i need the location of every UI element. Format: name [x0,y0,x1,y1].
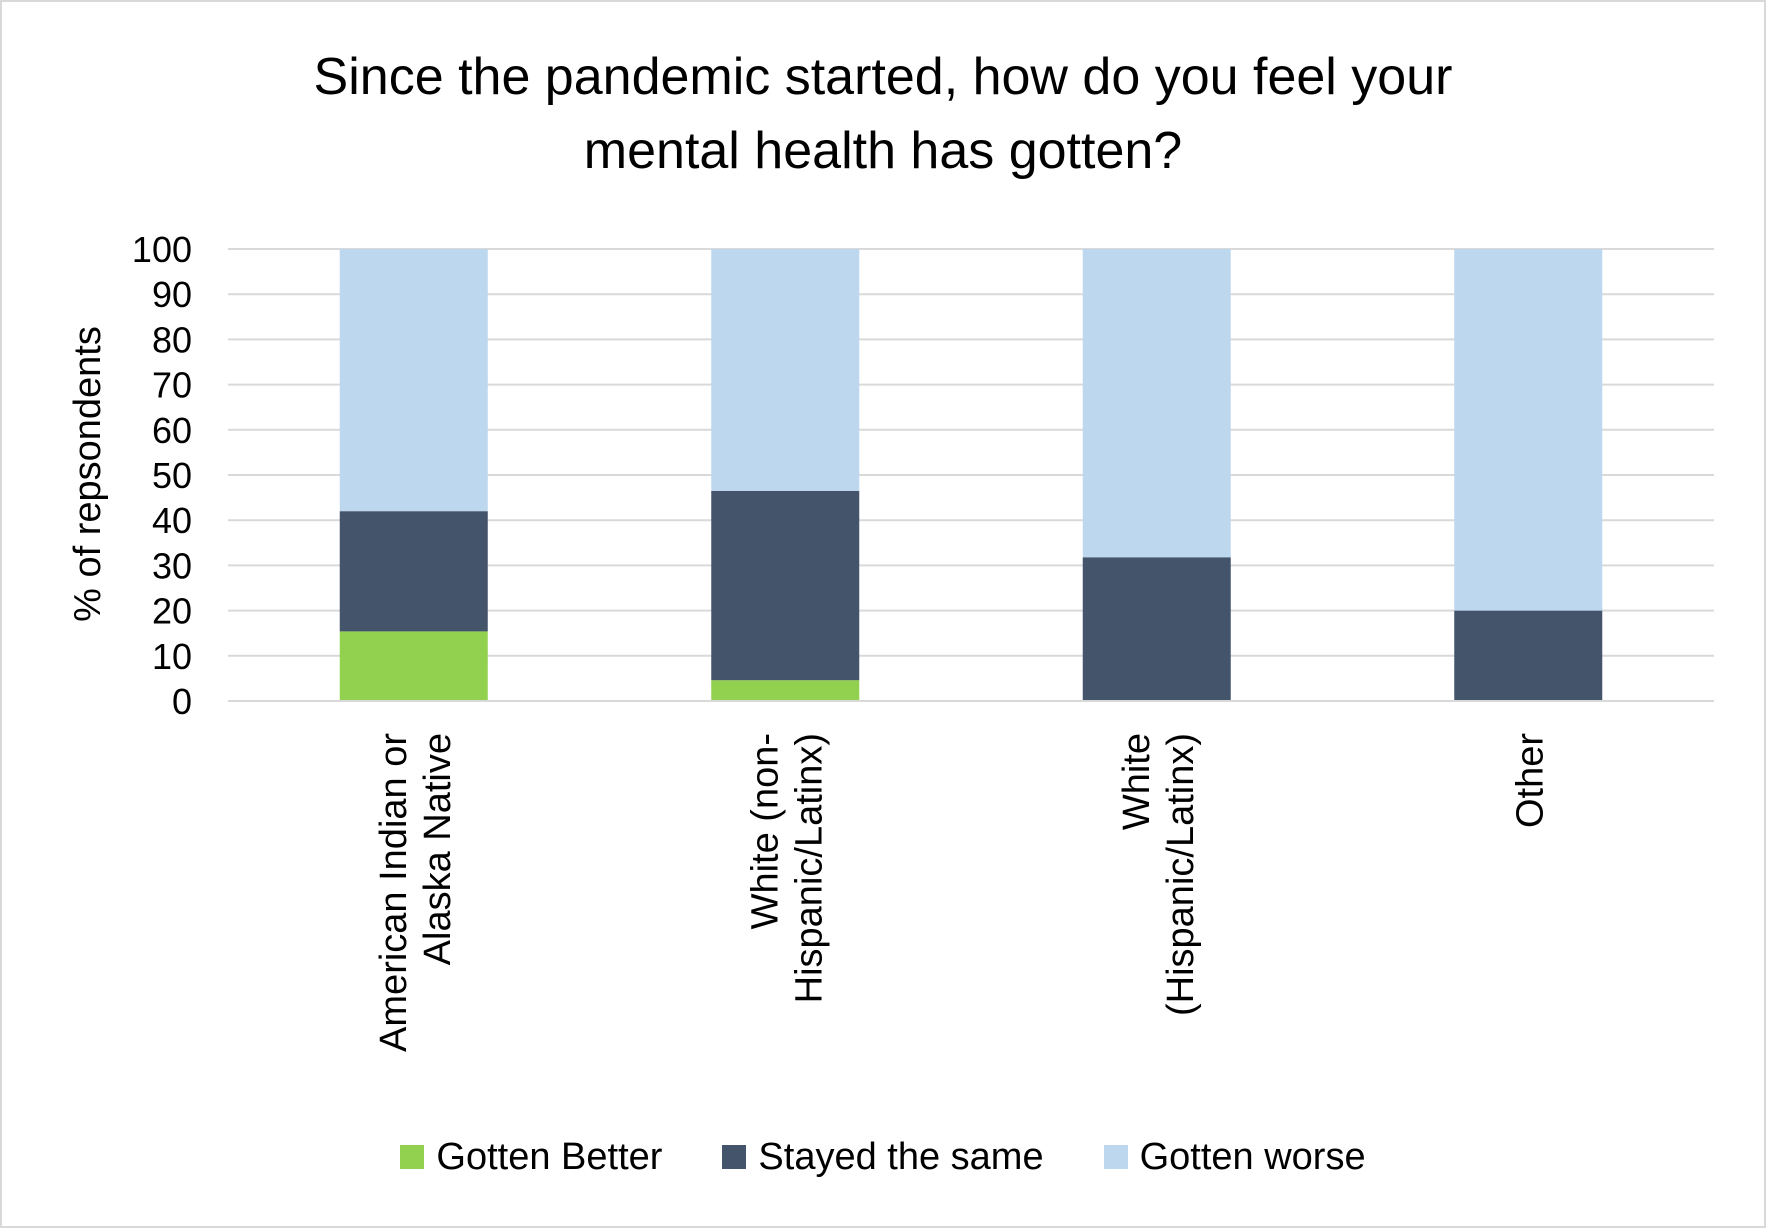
legend-swatch-gotten-worse [1103,1145,1128,1169]
x-category-label-american-indian-or-alaska-native-line-2: Alaska Native [417,733,459,965]
legend-swatch-stayed-the-same [722,1145,747,1169]
x-category-label-white-non-hispanic-latinx-line-1: White (non- [744,733,786,929]
x-category-label-white-hispanic-latinx-line-1: White [1116,733,1158,830]
bar-stayed-the-same-white-non-hispanic-latinx [711,490,860,681]
y-tick-label-20: 20 [152,591,192,632]
chart-title-line-2: mental health has gotten? [583,122,1183,180]
y-tick-label-0: 0 [172,681,192,722]
legend-label-gotten-worse: Gotten worse [1139,1135,1366,1178]
y-tick-label-10: 10 [152,636,192,677]
bar-gotten-worse-other [1454,249,1603,611]
chart-title-line-1: Since the pandemic started, how do you f… [313,48,1453,106]
bar-gotten-better-american-indian-or-alaska-native [339,631,488,701]
legend-item-gotten-better: Gotten Better [400,1136,662,1179]
bar-gotten-worse-american-indian-or-alaska-native [339,249,488,512]
bar-gotten-worse-white-non-hispanic-latinx [711,249,860,491]
bars [339,249,1603,701]
y-tick-label-40: 40 [152,500,192,541]
x-category-labels: American Indian or Alaska Native White (no… [373,733,1552,1052]
legend-label-stayed-the-same: Stayed the same [758,1135,1044,1178]
legend-item-stayed-the-same: Stayed the same [722,1135,1044,1179]
bar-stayed-the-same-white-hispanic-latinx [1082,557,1231,701]
y-tick-label-60: 60 [152,410,192,451]
bar-gotten-worse-white-hispanic-latinx [1082,249,1231,558]
y-axis-label: % of repsondents [67,326,109,622]
bar-stayed-the-same-other [1454,610,1603,701]
legend-swatch-gotten-better [400,1145,425,1169]
y-tick-label-50: 50 [152,455,192,496]
y-tick-label-90: 90 [152,274,192,315]
x-category-label-american-indian-or-alaska-native-line-1: American Indian or [373,733,415,1052]
chart-title: Since the pandemic started, how do you f… [120,40,1646,188]
bar-gotten-better-white-non-hispanic-latinx [711,680,860,701]
x-category-label-other-line-1: Other [1509,733,1551,828]
x-category-label-white-non-hispanic-latinx-line-2: Hispanic/Latinx) [788,733,830,1003]
legend-item-gotten-worse: Gotten worse [1103,1135,1366,1179]
bar-stayed-the-same-american-indian-or-alaska-native [339,511,488,632]
y-tick-label-80: 80 [152,319,192,360]
legend: Gotten Better Stayed the same Gotten wor… [0,1132,1766,1182]
x-category-label-white-hispanic-latinx-line-2: (Hispanic/Latinx) [1160,733,1202,1016]
y-tick-label-30: 30 [152,545,192,586]
legend-label-gotten-better: Gotten Better [436,1135,663,1178]
y-tick-label-70: 70 [152,365,192,406]
y-tick-label-100: 100 [132,229,192,270]
